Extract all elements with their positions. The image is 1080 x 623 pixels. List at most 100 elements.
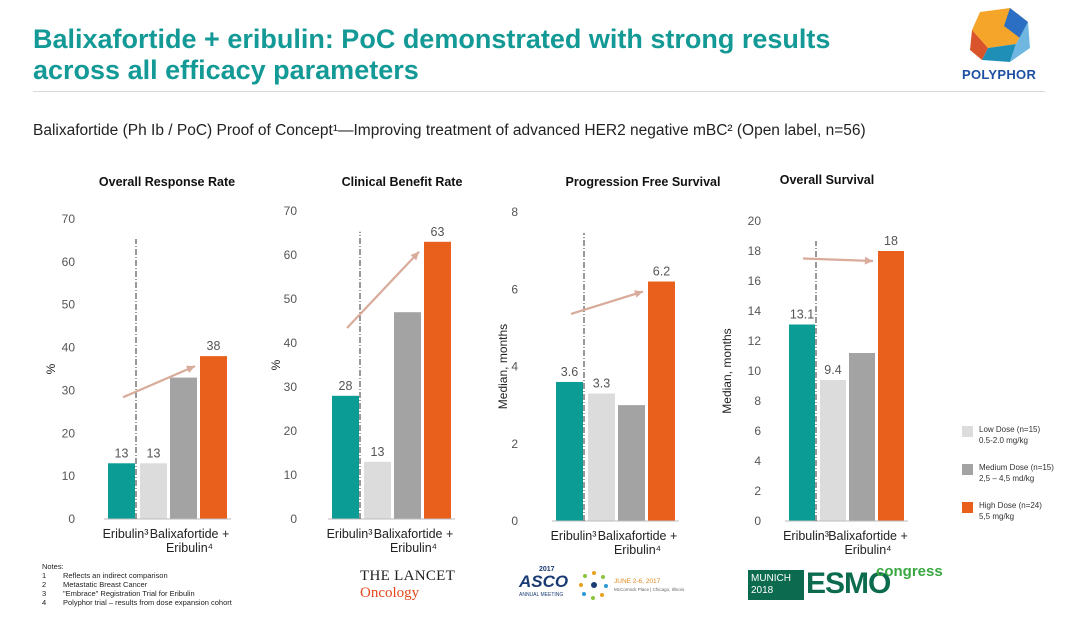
y-tick-label: 10 <box>748 364 762 378</box>
y-axis-label: Median, months <box>496 324 510 409</box>
asco-logo: 2017 ASCO ANNUAL MEETING JUNE 2-6, 2017 … <box>519 566 689 606</box>
bar-eribulin <box>556 381 583 521</box>
bar-eribulin <box>789 324 815 521</box>
y-tick-label: 60 <box>62 255 76 269</box>
asco-meeting: ANNUAL MEETING <box>519 592 564 598</box>
y-tick-label: 6 <box>511 282 518 296</box>
x-label-combo-line1: Balixafortide + <box>374 527 454 541</box>
y-tick-label: 0 <box>290 512 297 526</box>
bar-low-dose <box>140 463 167 519</box>
polyphor-logo-icon <box>970 8 1030 62</box>
bar-medium-dose <box>170 377 197 519</box>
polyphor-logo-text: POLYPHOR <box>962 67 1037 82</box>
data-label: 3.6 <box>561 365 578 379</box>
bar-high-dose <box>200 356 227 519</box>
x-label-combo-line1: Balixafortide + <box>598 529 678 543</box>
bar-high-dose <box>424 241 451 520</box>
data-label: 13 <box>371 445 385 459</box>
y-tick-label: 70 <box>62 212 76 226</box>
page-title-line1: Balixafortide + eribulin: PoC demonstrat… <box>33 24 831 54</box>
trend-arrow-line <box>802 257 874 263</box>
x-label-combo-line1: Balixafortide + <box>150 527 230 541</box>
y-tick-label: 4 <box>511 360 518 374</box>
x-label-combo-line2: Eribulin⁴ <box>844 543 891 557</box>
legend-item-low-dose: Low Dose (n=15) 0.5-2.0 mg/kg <box>962 424 1054 446</box>
page-title-line2: across all efficacy parameters <box>33 55 419 85</box>
asco-year: 2017 <box>539 566 555 573</box>
trend-arrow-line <box>122 365 196 399</box>
data-label: 13 <box>147 446 161 460</box>
lancet-oncology-logo: THE LANCET Oncology <box>360 568 455 602</box>
y-tick-label: 18 <box>748 244 762 258</box>
data-label: 38 <box>207 339 221 353</box>
note-row: 2 Metastatic Breast Cancer <box>42 580 232 589</box>
trend-arrowhead-icon <box>186 365 195 373</box>
legend-item-high-dose: High Dose (n=24) 5,5 mg/kg <box>962 500 1054 522</box>
asco-word: ASCO <box>519 572 569 591</box>
x-label-combo-line2: Eribulin⁴ <box>390 541 437 555</box>
y-tick-label: 20 <box>748 214 762 228</box>
notes-heading: Notes: <box>42 562 64 571</box>
data-label: 13.1 <box>790 308 814 322</box>
asco-dots-icon <box>579 571 608 600</box>
y-tick-label: 2 <box>511 437 518 451</box>
y-tick-label: 14 <box>748 304 762 318</box>
trend-arrow-line <box>346 251 420 329</box>
lancet-subtitle: Oncology <box>360 585 420 601</box>
data-label: 18 <box>884 234 898 248</box>
x-label-combo-line2: Eribulin⁴ <box>166 541 213 555</box>
chart-title: Overall Survival <box>780 173 875 187</box>
data-label: 28 <box>339 379 353 393</box>
note-number: 4 <box>42 598 47 607</box>
x-label-combo-line1: Balixafortide + <box>828 529 908 543</box>
footnotes: Notes: 1 Reflects an indirect comparison … <box>42 562 232 607</box>
page-title: Balixafortide + eribulin: PoC demonstrat… <box>33 24 913 86</box>
legend-swatch <box>962 502 973 513</box>
y-tick-label: 40 <box>284 336 298 350</box>
legend-detail: 2,5 – 4,5 md/kg <box>979 474 1035 483</box>
note-text: Reflects an indirect comparison <box>63 571 168 580</box>
esmo-word: ESMO <box>806 567 891 600</box>
header-divider <box>33 91 1045 92</box>
bar-low-dose <box>820 380 846 521</box>
y-tick-label: 12 <box>748 334 762 348</box>
y-axis-label: % <box>269 359 283 370</box>
data-label: 9.4 <box>824 363 841 377</box>
esmo-congress: congress <box>876 563 943 580</box>
y-tick-label: 50 <box>284 292 298 306</box>
y-axis-label: % <box>44 363 58 374</box>
bar-eribulin <box>332 395 359 519</box>
trend-arrowhead-icon <box>634 290 643 298</box>
y-tick-label: 30 <box>284 380 298 394</box>
x-label-combo-line2: Eribulin⁴ <box>614 543 661 557</box>
esmo-city: MUNICH <box>751 573 791 584</box>
chart-title: Clinical Benefit Rate <box>342 175 463 189</box>
bar-low-dose <box>588 393 615 521</box>
y-tick-label: 10 <box>62 469 76 483</box>
subtitle: Balixafortide (Ph Ib / PoC) Proof of Con… <box>33 122 866 139</box>
chart-title: Overall Response Rate <box>99 175 235 189</box>
y-tick-label: 2 <box>754 484 761 498</box>
bar-medium-dose <box>394 312 421 519</box>
legend-swatch <box>962 426 973 437</box>
data-label: 63 <box>431 225 445 239</box>
note-row: 1 Reflects an indirect comparison <box>42 571 232 580</box>
y-tick-label: 20 <box>62 426 76 440</box>
asco-place: McCormick Place | Chicago, Illinois <box>614 587 685 592</box>
chart-title: Progression Free Survival <box>566 175 721 189</box>
y-tick-label: 20 <box>284 424 298 438</box>
note-number: 1 <box>42 571 47 580</box>
note-row: 4 Polyphor trial – results from dose expa… <box>42 598 232 607</box>
note-row: 3 "Embrace" Registration Trial for Eribul… <box>42 589 232 598</box>
y-tick-label: 10 <box>284 468 298 482</box>
trend-arrowhead-icon <box>410 251 419 261</box>
bar-low-dose <box>364 461 391 519</box>
note-number: 2 <box>42 580 47 589</box>
y-tick-label: 0 <box>68 512 75 526</box>
y-tick-label: 0 <box>754 514 761 528</box>
trend-arrow-line <box>570 290 644 316</box>
note-number: 3 <box>42 589 47 598</box>
y-tick-label: 8 <box>754 394 761 408</box>
y-tick-label: 50 <box>62 298 76 312</box>
y-tick-label: 8 <box>511 205 518 219</box>
